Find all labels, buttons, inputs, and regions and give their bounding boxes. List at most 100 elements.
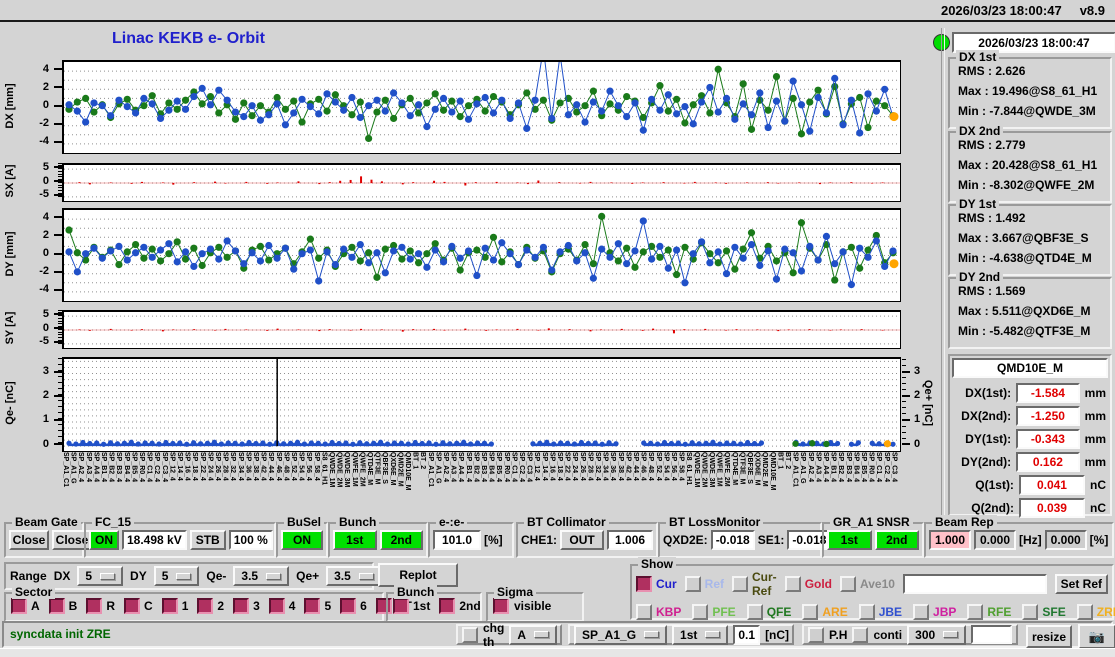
bpm-label: SP_24_4	[206, 452, 214, 481]
ref-name-input[interactable]	[902, 574, 1047, 594]
bunch-2nd-button[interactable]: 2nd	[379, 530, 423, 550]
show-kbp-checkbox[interactable]	[636, 604, 652, 620]
show-gold-checkbox[interactable]	[784, 576, 801, 592]
threshold-input[interactable]: 0.1	[733, 624, 761, 645]
range-dx-option[interactable]: 5	[77, 566, 124, 586]
stats-dy-1st: DY 1st RMS : 1.492 Max : 3.667@QBF3E_S M…	[948, 197, 1112, 276]
bunchsel-2nd-checkbox[interactable]	[439, 598, 456, 614]
bpm-label: SP_18_4	[191, 452, 199, 481]
show-jbe-checkbox[interactable]	[858, 604, 875, 620]
bpm-label: QWFE_1M	[350, 452, 358, 487]
ph-checkbox[interactable]	[808, 626, 824, 643]
qxd2e-label: QXD2E:	[663, 533, 708, 547]
bpm-label: QWDE_1M	[328, 452, 335, 488]
show-sfe-checkbox[interactable]	[1022, 604, 1039, 620]
bunch-select-items: 1st 2nd	[393, 598, 481, 614]
fc15-on-button[interactable]: ON	[89, 530, 119, 550]
sector-6-checkbox[interactable]	[340, 598, 357, 614]
bpm-label: SP_54_4	[297, 452, 305, 481]
set-ref-button[interactable]: Set Ref	[1054, 574, 1108, 594]
sy-plot-area	[62, 310, 901, 349]
sector-2-item: 2	[197, 598, 224, 614]
conti-checkbox[interactable]	[852, 626, 869, 643]
range-dy-option[interactable]: 5	[153, 566, 200, 586]
replot-button[interactable]: Replot	[378, 563, 458, 587]
bpm-label: SP_28_4	[221, 452, 229, 481]
titlebar-version: v8.9	[1079, 2, 1105, 18]
show-zre-item: ZRE	[1076, 604, 1115, 620]
stats-group-title: DY 2nd	[956, 270, 1004, 284]
bpm-value-field: 0.041	[1018, 475, 1085, 495]
bpm-value-field: -0.343	[1016, 429, 1080, 449]
th-sector-option[interactable]: A	[509, 624, 558, 645]
bpm-label: SP_58_4	[312, 452, 320, 481]
sector-r-checkbox[interactable]	[86, 598, 103, 614]
sector-2-checkbox[interactable]	[197, 598, 214, 614]
camera-icon[interactable]: 📷	[1078, 624, 1115, 649]
sigma-visible-checkbox[interactable]	[493, 598, 509, 614]
range-qem-option[interactable]: 3.5	[233, 566, 290, 586]
gr-a1-1st-button[interactable]: 1st	[827, 530, 872, 550]
bpm-label: SP_38_4	[252, 452, 259, 481]
fc15-stb-button[interactable]: STB	[189, 530, 226, 550]
bpm-label: QXD6E_M	[753, 452, 761, 486]
bpm-label: SP_B4_4	[487, 452, 495, 482]
beam-gate-group: Beam Gate Close Close	[4, 515, 92, 558]
sp-bunch-option[interactable]: 1st	[672, 624, 729, 645]
bpm-label: SP_36_4	[609, 452, 617, 481]
count-option[interactable]: 300	[907, 624, 967, 645]
show-cur-ref-checkbox[interactable]	[732, 576, 749, 592]
sp-bpm-option[interactable]: SP_A1_G	[574, 624, 668, 645]
sector-3-checkbox[interactable]	[233, 598, 250, 614]
bpm-label: SP_B5_4	[495, 452, 503, 482]
che1-out-button[interactable]: OUT	[560, 530, 605, 550]
show-ave10-checkbox[interactable]	[840, 576, 857, 592]
conti-label: conti	[873, 627, 903, 642]
sector-b-label: B	[68, 599, 78, 613]
show-ref-checkbox[interactable]	[684, 576, 701, 592]
eratio-value-field[interactable]: 101.0	[433, 530, 481, 550]
gr-a1-2nd-button[interactable]: 2nd	[874, 530, 919, 550]
show-zre-checkbox[interactable]	[1076, 604, 1093, 620]
sector-4-checkbox[interactable]	[268, 598, 285, 614]
sector-1-checkbox[interactable]	[161, 598, 178, 614]
show-pfe-checkbox[interactable]	[692, 604, 709, 620]
bpm-label: QBF3E_S	[381, 452, 389, 484]
show-jbp-checkbox[interactable]	[913, 604, 930, 620]
bpm-value-field: -1.584	[1016, 383, 1080, 403]
range-group: Range DX 5 DY 5 Qe- 3.5 Qe+ 3.5	[4, 562, 382, 590]
chg-th-panel: chg th A	[456, 621, 562, 649]
sector-5-item: 5	[304, 598, 331, 614]
busel-on-button[interactable]: ON	[281, 530, 323, 550]
sector-c-checkbox[interactable]	[124, 598, 141, 614]
titlebar-datetime: 2026/03/23 18:00:47	[940, 2, 1062, 18]
resize-button[interactable]: resize	[1026, 625, 1073, 648]
sector-b-checkbox[interactable]	[48, 598, 65, 614]
show-are-checkbox[interactable]	[802, 604, 819, 620]
bpm-label: SP_32_4	[594, 452, 601, 481]
sector-3-label: 3	[253, 599, 260, 613]
sector-5-checkbox[interactable]	[304, 598, 321, 614]
page-title: Linac KEKB e- Orbit	[112, 30, 265, 47]
option-menu-bar	[943, 631, 959, 638]
show-rfe-checkbox[interactable]	[967, 604, 984, 620]
show-qfe-checkbox[interactable]	[746, 604, 763, 620]
bunchsel-1st-checkbox[interactable]	[393, 598, 409, 614]
extra-input[interactable]	[971, 625, 1012, 644]
chg-th-checkbox[interactable]	[462, 626, 478, 643]
beam-gate-close-button-2[interactable]: Close	[52, 530, 92, 550]
beam-rep-hz-label: [Hz]	[1019, 533, 1042, 547]
show-cur-checkbox[interactable]	[636, 576, 652, 592]
show-gold-item: Gold	[784, 576, 832, 592]
sector-a-checkbox[interactable]	[11, 598, 27, 614]
dx-plot-area	[62, 60, 901, 154]
bunch-1st-button[interactable]: 1st	[333, 530, 377, 550]
acquisition-panel: P.H conti 300	[802, 624, 1018, 645]
range-qep-option[interactable]: 3.5	[326, 566, 382, 586]
range-qem-label: Qe-	[206, 569, 227, 583]
sector-1-label: 1	[181, 599, 189, 613]
sector-5-label: 5	[324, 599, 332, 613]
bpm-label: SP_B1_4	[829, 452, 837, 482]
sector-3-item: 3	[233, 598, 260, 614]
beam-gate-close-button-1[interactable]: Close	[9, 530, 49, 550]
